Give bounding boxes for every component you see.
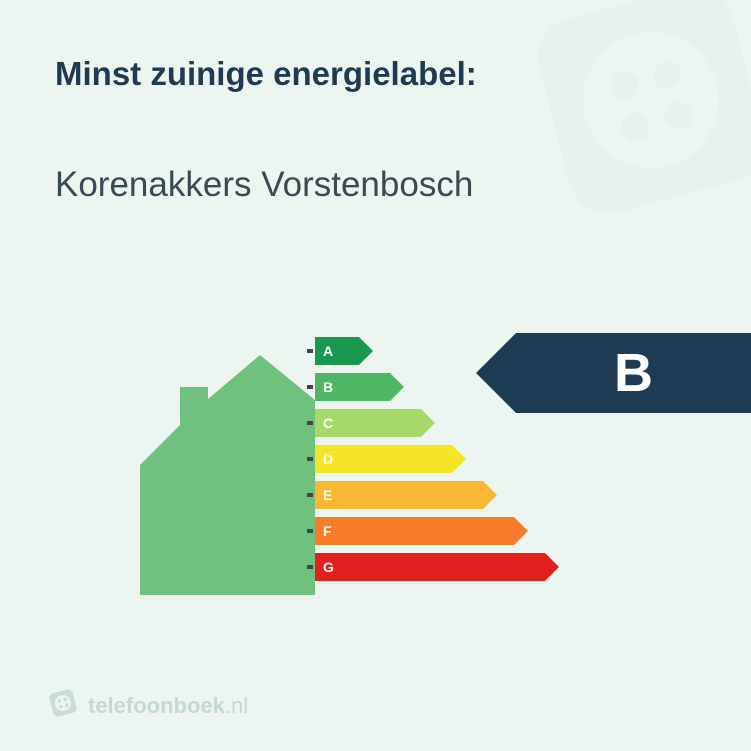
footer-logo-icon (48, 688, 78, 723)
house-icon (140, 355, 315, 600)
bar-letter: A (323, 343, 333, 359)
energy-bar-f: F (315, 515, 615, 547)
bar-letter: D (323, 451, 333, 467)
energy-bar-e: E (315, 479, 615, 511)
bar-letter: C (323, 415, 333, 431)
bar-shape: E (315, 481, 483, 509)
footer-brand: telefoonboek.nl (88, 693, 248, 719)
bar-letter: B (323, 379, 333, 395)
bar-shape: F (315, 517, 514, 545)
tick-mark (307, 385, 313, 389)
bar-shape: B (315, 373, 390, 401)
bar-shape: G (315, 553, 545, 581)
footer-brand-light: .nl (225, 693, 248, 718)
page-title: Minst zuinige energielabel: (55, 55, 477, 93)
tick-mark (307, 349, 313, 353)
energy-bar-g: G (315, 551, 615, 583)
bar-letter: G (323, 559, 334, 575)
bar-shape: D (315, 445, 452, 473)
result-badge: B (516, 333, 751, 413)
tick-mark (307, 457, 313, 461)
page-subtitle: Korenakkers Vorstenbosch (55, 165, 473, 205)
bar-letter: F (323, 523, 332, 539)
watermark-icon (491, 0, 751, 265)
bar-shape: A (315, 337, 359, 365)
bar-letter: E (323, 487, 332, 503)
result-letter: B (614, 342, 653, 404)
tick-mark (307, 565, 313, 569)
energy-bar-d: D (315, 443, 615, 475)
footer: telefoonboek.nl (48, 688, 248, 723)
tick-mark (307, 529, 313, 533)
tick-mark (307, 421, 313, 425)
footer-brand-bold: telefoonboek (88, 693, 225, 718)
tick-mark (307, 493, 313, 497)
bar-shape: C (315, 409, 421, 437)
